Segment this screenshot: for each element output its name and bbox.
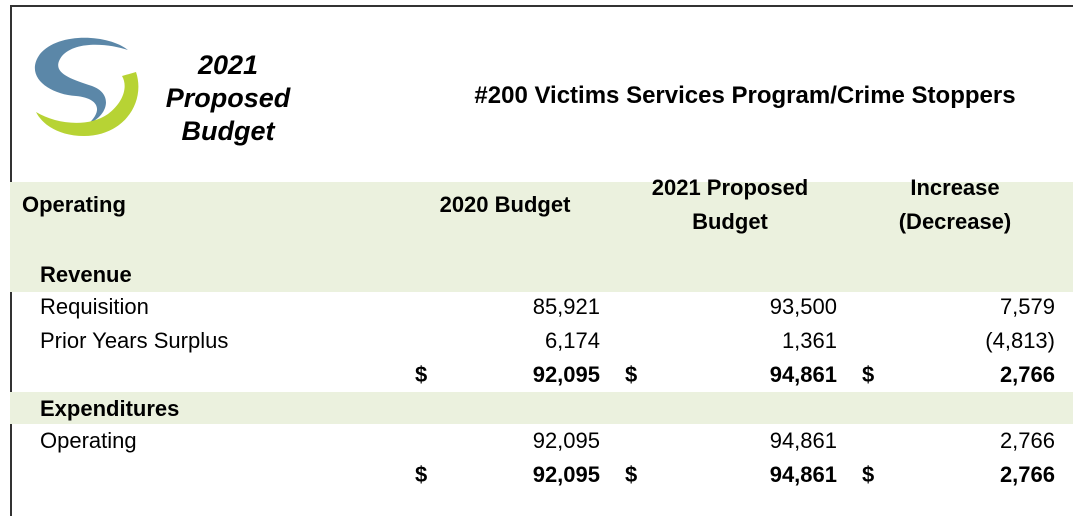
cell-value: 85,921 bbox=[532, 294, 600, 319]
column-header: Operating bbox=[22, 192, 126, 217]
column-header: 2021 Proposed bbox=[651, 175, 809, 200]
cell-value: (4,813) bbox=[985, 328, 1055, 353]
section-band bbox=[10, 392, 1073, 424]
column-header: (Decrease) bbox=[898, 209, 1012, 234]
cell-value: 94,861 bbox=[769, 428, 837, 453]
logo bbox=[34, 37, 139, 136]
cell-value: 6,174 bbox=[544, 328, 600, 353]
section-name: Expenditures bbox=[40, 396, 180, 421]
total-value: 92,095 bbox=[532, 362, 600, 387]
total-value: 94,861 bbox=[769, 462, 837, 487]
column-header: 2020 Budget bbox=[439, 192, 571, 217]
currency-symbol: $ bbox=[625, 462, 638, 487]
currency-symbol: $ bbox=[415, 462, 428, 487]
total-value: 92,095 bbox=[532, 462, 600, 487]
total-value: 2,766 bbox=[999, 362, 1055, 387]
cell-value: 92,095 bbox=[532, 428, 600, 453]
currency-symbol: $ bbox=[862, 362, 875, 387]
currency-symbol: $ bbox=[415, 362, 428, 387]
logo-text: 2021 bbox=[197, 50, 259, 80]
cell-value: 2,766 bbox=[999, 428, 1055, 453]
cell-value: 93,500 bbox=[769, 294, 837, 319]
header-band bbox=[10, 182, 1073, 292]
total-value: 94,861 bbox=[769, 362, 837, 387]
section-name: Revenue bbox=[40, 262, 132, 287]
row-label: Prior Years Surplus bbox=[40, 328, 229, 353]
currency-symbol: $ bbox=[625, 362, 638, 387]
currency-symbol: $ bbox=[862, 462, 875, 487]
logo-text: Proposed bbox=[165, 83, 291, 113]
row-label: Operating bbox=[40, 428, 137, 453]
column-header: Increase bbox=[910, 175, 1000, 200]
top-border bbox=[10, 5, 1073, 7]
logo-text: Budget bbox=[181, 116, 275, 146]
row-label: Requisition bbox=[40, 294, 149, 319]
total-value: 2,766 bbox=[999, 462, 1055, 487]
cell-value: 1,361 bbox=[781, 328, 837, 353]
column-header: Budget bbox=[692, 209, 768, 234]
page-title: #200 Victims Services Program/Crime Stop… bbox=[474, 82, 1016, 109]
cell-value: 7,579 bbox=[999, 294, 1055, 319]
